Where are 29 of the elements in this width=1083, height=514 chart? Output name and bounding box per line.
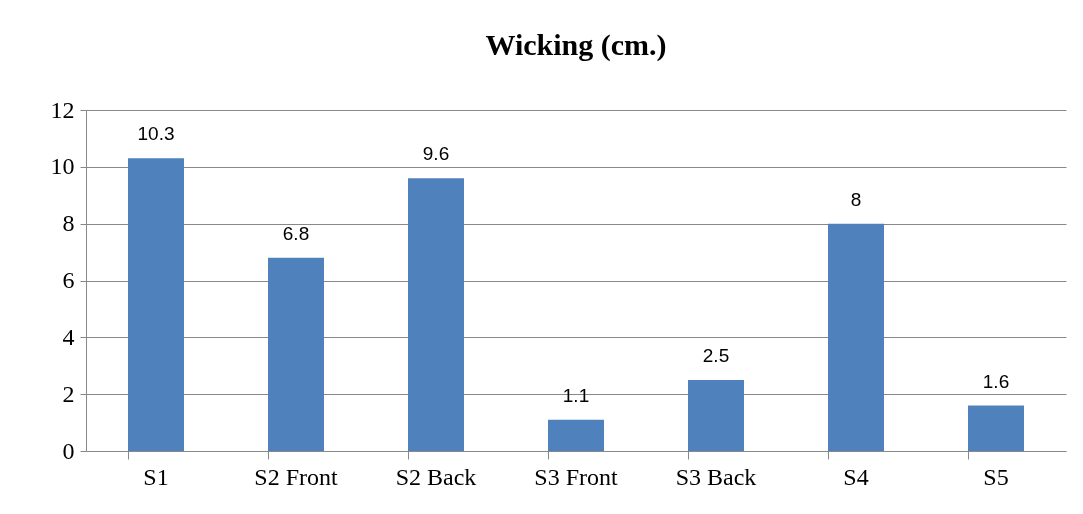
x-tick-label: S3 Back: [675, 463, 757, 490]
data-label: 10.3: [137, 123, 175, 145]
x-tick-label: S4: [843, 463, 869, 490]
y-tick-label: 0: [62, 437, 75, 464]
y-tick-label: 12: [50, 96, 75, 123]
chart-title: Wicking (cm.): [485, 28, 667, 62]
y-tick-label: 4: [62, 323, 75, 350]
data-label: 2.5: [702, 344, 730, 366]
data-label: 9.6: [422, 143, 450, 165]
y-tick-label: 2: [62, 380, 75, 407]
x-tick-label: S2 Front: [254, 463, 339, 490]
x-tick-label: S2 Back: [395, 463, 477, 490]
bar: [968, 405, 1024, 451]
data-label: 8: [850, 188, 862, 210]
bar: [688, 379, 744, 451]
bar: [128, 158, 184, 451]
data-label: 6.8: [282, 222, 310, 244]
bar: [548, 419, 604, 451]
x-tick-label: S5: [983, 463, 1009, 490]
bar: [408, 178, 464, 451]
bar: [828, 223, 884, 451]
y-tick-label: 10: [50, 153, 75, 180]
data-label: 1.1: [562, 384, 590, 406]
y-tick-label: 8: [62, 210, 75, 237]
data-label: 1.6: [982, 370, 1010, 392]
bar: [268, 257, 324, 451]
x-tick-label: S3 Front: [534, 463, 619, 490]
x-tick-label: S1: [143, 463, 169, 490]
y-tick-label: 6: [62, 267, 75, 293]
